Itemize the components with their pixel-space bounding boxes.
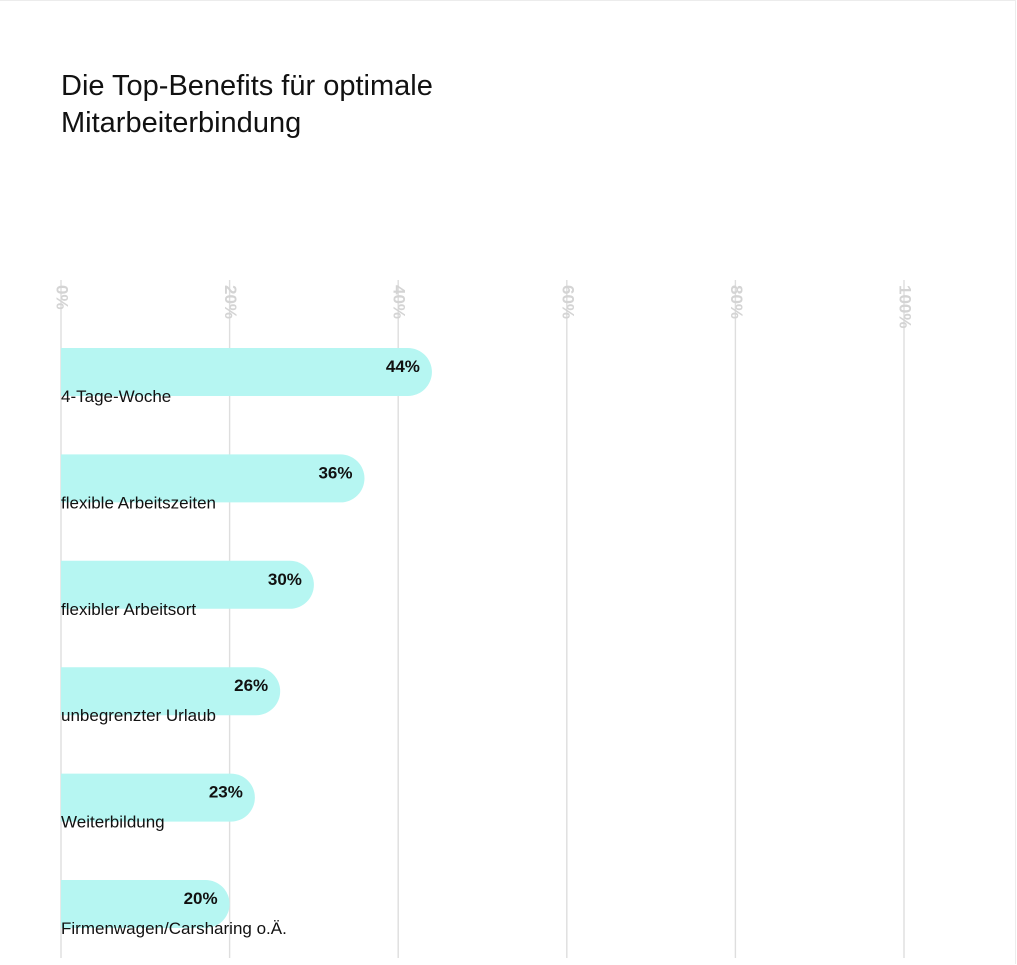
bar-value-label: 44%: [386, 357, 420, 376]
x-tick-label-0: 0%: [53, 285, 72, 310]
x-tick-label-60: 60%: [558, 285, 577, 319]
category-label: Firmenwagen/Carsharing o.Ä.: [61, 919, 287, 938]
bar: [61, 348, 432, 396]
bar: [61, 667, 281, 716]
bar-value-label: 36%: [318, 463, 352, 482]
bar-value-label: 20%: [184, 889, 218, 908]
bar-row: 36% flexible Arbeitszeiten: [61, 454, 365, 512]
bar-row: 26% unbegrenzter Urlaub: [61, 667, 281, 725]
category-label: unbegrenzter Urlaub: [61, 706, 216, 725]
bar-value-label: 30%: [268, 570, 302, 589]
x-tick-label-100: 100%: [896, 285, 915, 328]
bar: [61, 880, 230, 928]
chart-title: Die Top-Benefits für optimale Mitarbeite…: [61, 70, 433, 139]
bar-row: 20% Firmenwagen/Carsharing o.Ä.: [61, 880, 287, 938]
x-axis-ticks: 0% 20% 40% 60% 80% 100%: [53, 285, 915, 328]
category-label: flexibler Arbeitsort: [61, 600, 196, 619]
bar: [61, 773, 255, 822]
category-label: 4-Tage-Woche: [61, 387, 171, 406]
x-tick-label-40: 40%: [390, 285, 409, 319]
category-label: Weiterbildung: [61, 813, 165, 832]
bar-row: 23% Weiterbildung: [61, 773, 255, 832]
bar-value-label: 26%: [234, 676, 268, 695]
x-tick-label-20: 20%: [221, 285, 240, 319]
bar: [61, 560, 314, 609]
bar-row: 44% 4-Tage-Woche: [61, 348, 432, 406]
bar-row: 30% flexibler Arbeitsort: [61, 560, 314, 619]
bar: [61, 454, 365, 503]
x-tick-label-80: 80%: [727, 285, 746, 319]
bar-value-label: 23%: [209, 783, 243, 802]
bars: 44% 4-Tage-Woche 36% flexible Arbeitszeiten…: [61, 348, 432, 938]
category-label: flexible Arbeitszeiten: [61, 493, 216, 512]
